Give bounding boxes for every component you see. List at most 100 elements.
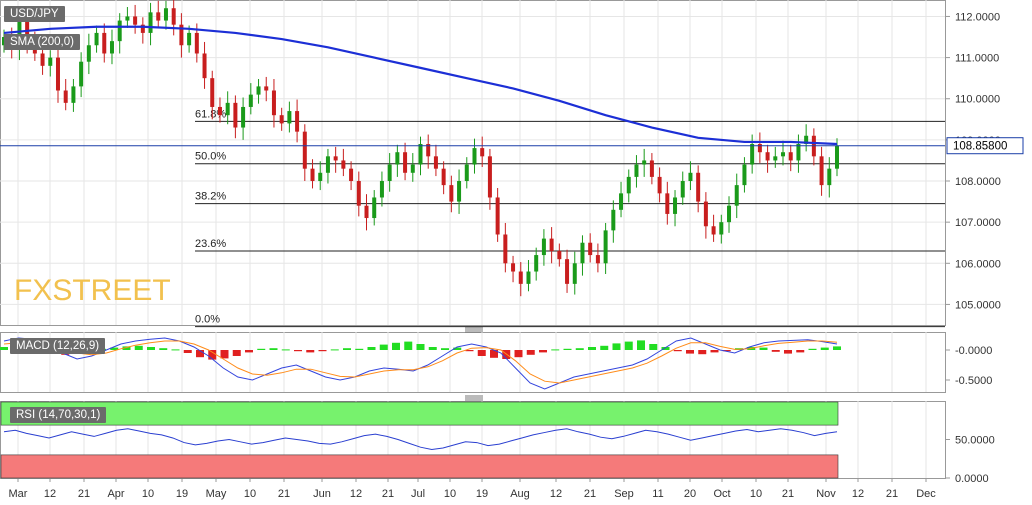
candle-body: [63, 90, 68, 103]
candle-body: [179, 24, 184, 46]
macd-histogram-bar: [820, 347, 829, 350]
candle-body: [102, 32, 107, 54]
candle-body: [125, 16, 130, 21]
candle-body: [109, 41, 114, 54]
macd-histogram-bar: [367, 347, 376, 350]
x-tick-label: May: [206, 488, 227, 500]
macd-histogram-bar: [208, 350, 217, 360]
macd-histogram-bar: [624, 341, 633, 350]
macd-histogram-bar: [428, 347, 437, 350]
candle-body: [472, 148, 477, 165]
x-tick-label: 21: [782, 488, 794, 500]
candle-body: [788, 152, 793, 161]
macd-histogram-bar: [159, 348, 168, 350]
candle-body: [364, 205, 369, 219]
x-tick-label: 10: [750, 488, 762, 500]
x-tick-label: 10: [444, 488, 456, 500]
y-tick-label: -0.5000: [955, 375, 992, 387]
x-tick-label: 11: [652, 488, 663, 500]
candle-body: [742, 164, 747, 186]
macd-histogram-bar: [710, 350, 719, 353]
candle-body: [765, 152, 770, 161]
x-tick-label: 10: [244, 488, 256, 500]
x-tick-label: Sep: [614, 488, 634, 500]
candle-body: [117, 20, 122, 42]
candle-body: [557, 250, 562, 260]
candle-body: [287, 111, 292, 124]
x-tick-label: Nov: [816, 488, 836, 500]
candle-body: [79, 61, 84, 87]
x-tick-label: 21: [78, 488, 90, 500]
macd-histogram-bar: [245, 350, 253, 353]
macd-histogram-bar: [232, 350, 241, 356]
x-tick-label: 12: [44, 488, 56, 500]
candle-body: [210, 78, 215, 107]
x-tick-label: 21: [584, 488, 596, 500]
x-tick-label: 21: [382, 488, 394, 500]
candle-body: [649, 160, 654, 177]
macd-histogram-bar: [600, 345, 609, 350]
x-tick-label: Apr: [107, 488, 124, 500]
macd-histogram-bar: [110, 347, 119, 350]
symbol-label[interactable]: USD/JPY: [4, 6, 65, 22]
macd-histogram-bar: [147, 347, 155, 350]
candle-body: [827, 168, 832, 186]
macd-histogram-bar: [477, 350, 486, 356]
sma-200-line: [3, 25, 838, 146]
candle-body: [518, 271, 523, 284]
candle-body: [310, 168, 315, 182]
candle-body: [241, 106, 246, 128]
candle-body: [248, 94, 253, 107]
candle-body: [48, 57, 53, 66]
macd-histogram-bar: [686, 350, 694, 354]
macd-histogram-bar: [269, 348, 278, 350]
candle-body: [156, 12, 161, 21]
candle-body: [819, 156, 824, 186]
candle-body: [225, 102, 230, 116]
macd-histogram-bar: [808, 348, 817, 350]
candle-body: [433, 156, 438, 169]
candle-body: [673, 197, 678, 214]
x-tick-label: 19: [476, 488, 488, 500]
macd-histogram-bar: [722, 350, 731, 352]
macd-histogram-bar: [392, 342, 400, 350]
candle-body: [503, 234, 508, 264]
sma-legend[interactable]: SMA (200,0): [4, 34, 80, 50]
candle-body: [457, 181, 462, 202]
macd-histogram-bar: [281, 349, 290, 351]
macd-histogram-bar: [784, 350, 792, 354]
candle-body: [526, 271, 531, 284]
rsi-legend[interactable]: RSI (14,70,30,1): [10, 407, 107, 423]
candle-body: [71, 86, 76, 103]
macd-legend[interactable]: MACD (12,26,9): [10, 338, 106, 354]
candle-body: [55, 57, 60, 91]
x-tick-label: 12: [550, 488, 562, 500]
candle-body: [626, 176, 631, 194]
rsi-line: [3, 428, 838, 451]
rsi-oversold-zone: [0, 454, 839, 479]
candle-body: [379, 181, 384, 198]
x-tick-label: 21: [886, 488, 898, 500]
candle-body: [271, 90, 276, 116]
candle-body: [395, 152, 400, 165]
x-tick-label: 21: [278, 488, 290, 500]
y-tick-label: 105.0000: [955, 299, 1001, 311]
macd-histogram-bar: [575, 348, 584, 350]
macd-signal-line: [3, 340, 838, 384]
macd-histogram-bar: [343, 348, 351, 350]
macd-histogram-bar: [698, 350, 707, 355]
macd-histogram-bar: [134, 345, 143, 350]
macd-histogram-bar: [796, 350, 805, 353]
candle-body: [187, 32, 192, 46]
macd-histogram-bar: [355, 348, 364, 350]
y-tick-label: 107.0000: [955, 217, 1001, 229]
x-tick-label: 12: [350, 488, 362, 500]
candle-body: [133, 16, 138, 25]
candle-body: [464, 164, 469, 182]
candle-body: [279, 115, 284, 124]
candle-body: [572, 263, 577, 284]
candle-body: [387, 164, 392, 182]
macd-histogram-bar: [661, 347, 670, 350]
candle-body: [480, 148, 485, 157]
macd-histogram-bar: [759, 347, 768, 350]
